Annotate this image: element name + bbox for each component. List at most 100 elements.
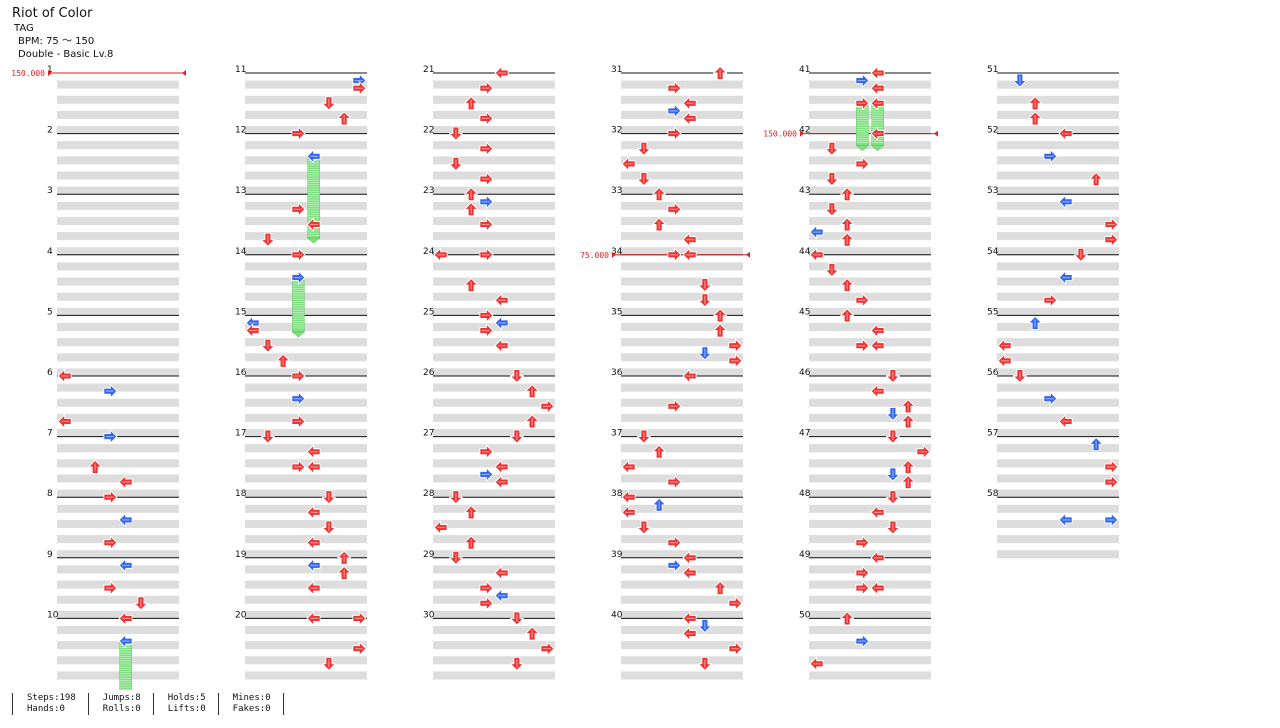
measure-number: 23 xyxy=(423,186,434,196)
beat-row xyxy=(245,322,367,332)
measure-number: 57 xyxy=(987,429,998,439)
arrow-up-icon xyxy=(525,384,540,399)
beat-row xyxy=(245,610,367,619)
measure-number: 37 xyxy=(611,429,622,439)
measure-14: 14 xyxy=(235,247,367,316)
measure-number: 18 xyxy=(235,489,247,499)
measure-46: 46 xyxy=(799,368,931,438)
measure-number: 36 xyxy=(611,368,623,378)
song-artist: TAG xyxy=(14,23,34,34)
arrow-right-icon xyxy=(728,338,743,353)
beat-row xyxy=(57,186,179,195)
beat-row xyxy=(57,156,179,165)
arrow-up-icon xyxy=(464,187,479,202)
measure-number: 8 xyxy=(47,489,53,499)
measure-21: 21 xyxy=(423,65,555,135)
beat-row xyxy=(809,126,931,135)
beat-row xyxy=(245,535,367,544)
beat-row xyxy=(57,262,179,271)
arrow-left-icon xyxy=(118,512,133,527)
beat-row xyxy=(809,353,931,362)
arrow-left-icon xyxy=(682,232,697,247)
beat-row xyxy=(245,550,367,559)
arrow-right-icon xyxy=(479,581,494,596)
beat-row xyxy=(621,307,743,316)
beat-row xyxy=(621,110,743,119)
arrow-left-icon xyxy=(494,566,509,580)
arrow-left-icon xyxy=(809,247,824,262)
beat-row xyxy=(809,580,931,589)
measure-number: 15 xyxy=(235,307,246,317)
measure-6: 6 xyxy=(47,368,179,438)
measure-55: 55 xyxy=(987,307,1119,377)
arrow-right-icon xyxy=(667,535,682,550)
arrow-down-icon xyxy=(697,293,712,308)
beat-row xyxy=(997,322,1119,332)
beat-row xyxy=(621,95,743,104)
beat-row xyxy=(809,80,931,89)
beat-row xyxy=(809,550,931,559)
beat-row xyxy=(57,656,179,665)
beat-row xyxy=(57,383,179,392)
measure-number: 3 xyxy=(47,186,53,196)
arrow-down-icon xyxy=(321,96,336,111)
arrow-left-icon xyxy=(57,414,72,429)
measure-number: 49 xyxy=(799,550,811,560)
beat-row xyxy=(245,656,367,665)
measure-52: 52 xyxy=(987,126,1119,195)
arrow-down-icon xyxy=(260,232,275,247)
arrow-right-icon xyxy=(855,156,870,171)
measure-47: 47 xyxy=(799,429,931,498)
measure-number: 45 xyxy=(799,307,810,317)
arrow-left-icon xyxy=(621,156,636,171)
beat-row xyxy=(809,141,931,150)
beat-row xyxy=(433,126,555,135)
arrow-up-icon xyxy=(464,535,479,550)
beat-row xyxy=(809,186,931,195)
arrow-down-icon xyxy=(448,156,463,171)
beat-row xyxy=(245,444,367,453)
beat-row xyxy=(57,277,179,286)
arrow-down-icon xyxy=(321,656,336,671)
beat-row xyxy=(433,444,555,453)
arrow-left-icon xyxy=(306,581,321,596)
bpm-value: 75.000 xyxy=(580,251,609,260)
stat-steps: Steps:198 xyxy=(27,693,76,703)
beat-row xyxy=(997,489,1119,498)
beat-row xyxy=(245,671,367,680)
arrow-left-icon xyxy=(870,81,885,96)
beat-row xyxy=(621,474,743,483)
arrow-up-icon xyxy=(1089,172,1104,187)
beat-row xyxy=(997,95,1119,104)
arrow-left-icon xyxy=(433,247,448,262)
arrow-right-icon xyxy=(1104,232,1119,247)
arrow-up-icon xyxy=(464,278,479,293)
arrow-up-icon xyxy=(525,414,540,429)
arrow-left-icon xyxy=(494,293,509,308)
beat-row xyxy=(621,186,743,195)
arrow-left-icon xyxy=(997,338,1012,353)
beat-row xyxy=(997,429,1119,438)
measure-27: 27 xyxy=(423,429,555,498)
beat-row xyxy=(245,216,367,225)
arrow-right-icon xyxy=(728,353,743,368)
measure-number: 12 xyxy=(235,126,246,136)
arrow-right-icon xyxy=(855,96,870,111)
beat-row xyxy=(621,201,743,210)
measure-36: 36 xyxy=(611,368,743,438)
measure-number: 50 xyxy=(799,610,811,620)
measure-number: 25 xyxy=(423,307,434,317)
arrow-down-icon xyxy=(885,467,900,482)
arrow-right-icon xyxy=(291,126,306,141)
arrow-left-icon xyxy=(1058,126,1073,141)
arrow-down-icon xyxy=(885,369,900,383)
arrow-left-icon xyxy=(118,558,133,573)
beat-row xyxy=(621,262,743,271)
arrow-up-icon xyxy=(276,353,291,368)
measure-number: 29 xyxy=(423,550,435,560)
arrow-left-icon xyxy=(870,550,885,565)
measure-28: 28 xyxy=(423,489,555,559)
arrow-left-icon xyxy=(306,217,321,232)
bpm-change: 150.000 xyxy=(11,69,186,78)
beat-row xyxy=(997,459,1119,468)
